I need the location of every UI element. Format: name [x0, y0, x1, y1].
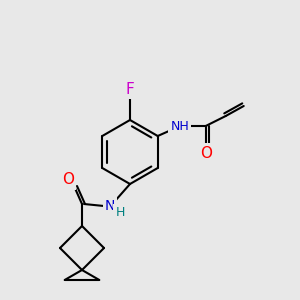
- Text: O: O: [62, 172, 74, 188]
- Text: N: N: [105, 199, 115, 213]
- Text: H: H: [115, 206, 125, 218]
- Text: O: O: [200, 146, 212, 160]
- Text: NH: NH: [170, 119, 189, 133]
- Text: F: F: [126, 82, 134, 97]
